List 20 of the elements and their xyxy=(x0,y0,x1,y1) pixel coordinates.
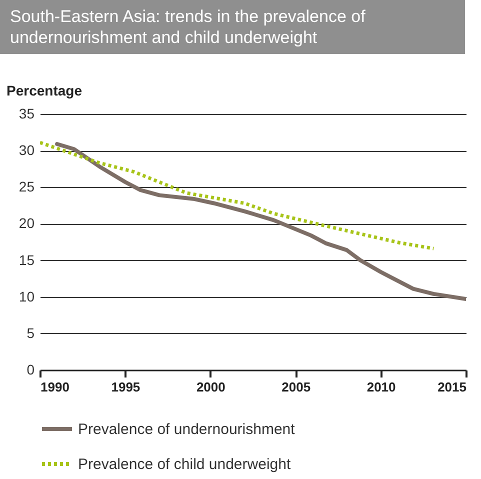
x-tick-label: 2015 xyxy=(438,380,466,394)
x-tick-label: 1995 xyxy=(111,380,140,394)
x-tick-label: 2000 xyxy=(196,380,226,394)
y-tick-label: 35 xyxy=(18,106,35,122)
x-tick-label: 2010 xyxy=(366,380,396,394)
y-tick-label: 5 xyxy=(26,324,35,341)
legend-label: Prevalence of child underweight xyxy=(78,456,292,473)
y-tick-label: 25 xyxy=(18,178,35,195)
y-tick-label: 15 xyxy=(18,252,35,268)
line-series xyxy=(40,140,436,250)
x-tick-label: 1990 xyxy=(40,380,70,394)
y-axis-title: Percentage xyxy=(6,82,82,98)
chart-title: South-Eastern Asia: trends in the prevalence of undernourishment and child underweight xyxy=(0,0,465,54)
legend-label: Prevalence of undernourishment xyxy=(78,421,296,438)
y-tick-label: 20 xyxy=(18,215,35,232)
x-tick-label: 2005 xyxy=(282,380,311,394)
y-tick-label: 30 xyxy=(18,142,35,158)
line-series xyxy=(55,142,466,302)
y-tick-label: 0 xyxy=(26,362,35,378)
y-tick-label: 10 xyxy=(18,288,35,304)
